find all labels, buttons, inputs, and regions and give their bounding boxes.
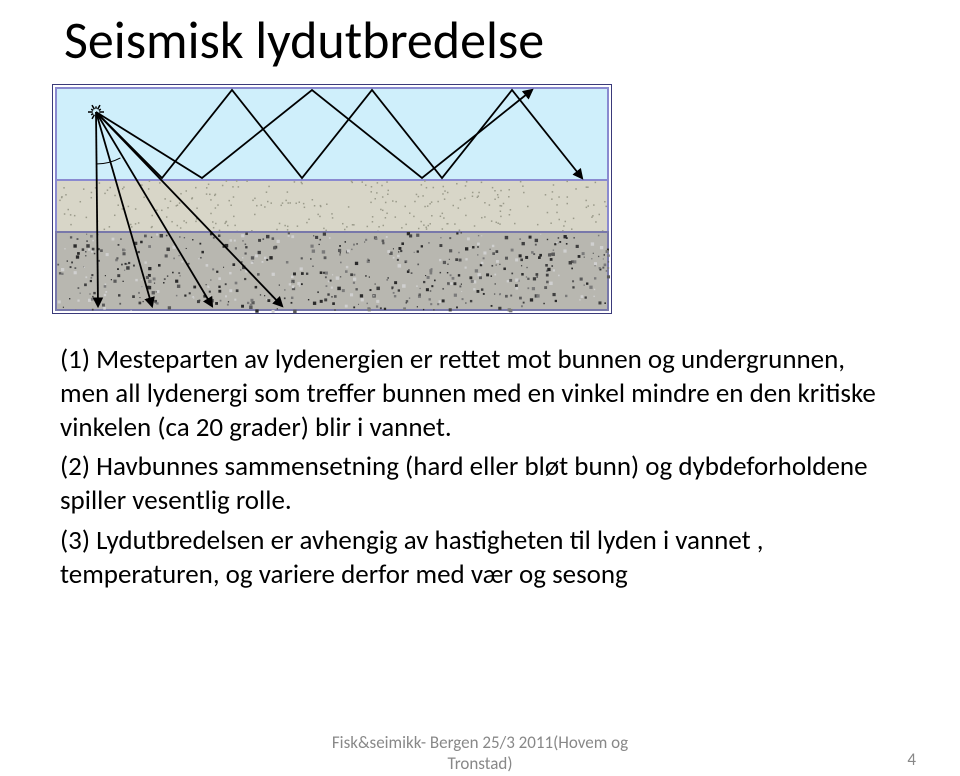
page-number: 4 [907,749,916,770]
text-body: (1) Mesteparten av lydenergien er rettet… [60,343,900,591]
seismic-diagram [52,84,920,319]
point-3: (3) Lydutbredelsen er avhengig av hastig… [60,524,900,592]
slide-title: Seismisk lydutbredelse [64,8,920,72]
point-2: (2) Havbunnes sammensetning (hard eller … [60,450,900,518]
footer-text: Fisk&seimikk- Bergen 25/3 2011(Hovem ogT… [0,732,960,774]
point-1: (1) Mesteparten av lydenergien er rettet… [60,343,900,444]
